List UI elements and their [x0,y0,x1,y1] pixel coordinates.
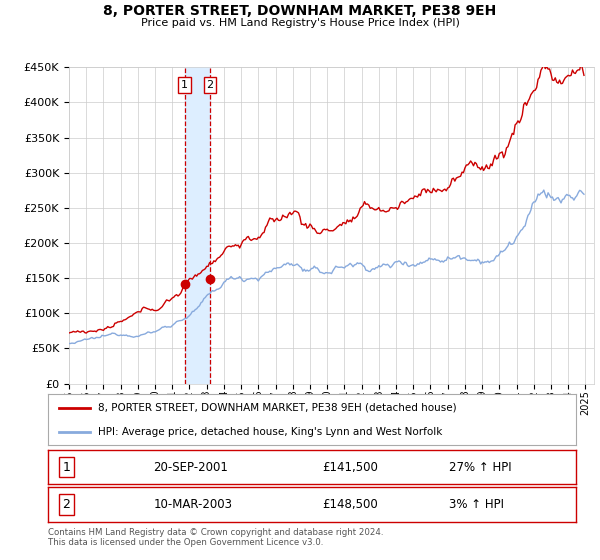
Text: Price paid vs. HM Land Registry's House Price Index (HPI): Price paid vs. HM Land Registry's House … [140,18,460,28]
Bar [185,67,210,384]
Text: 1: 1 [181,80,188,90]
Text: 1: 1 [62,460,70,474]
Text: 8, PORTER STREET, DOWNHAM MARKET, PE38 9EH: 8, PORTER STREET, DOWNHAM MARKET, PE38 9… [103,4,497,18]
Text: 3% ↑ HPI: 3% ↑ HPI [449,498,504,511]
Text: 10-MAR-2003: 10-MAR-2003 [154,498,233,511]
Text: 20-SEP-2001: 20-SEP-2001 [154,460,229,474]
Text: 2: 2 [206,80,214,90]
Text: £148,500: £148,500 [323,498,379,511]
Text: HPI: Average price, detached house, King's Lynn and West Norfolk: HPI: Average price, detached house, King… [98,427,443,437]
Text: 2: 2 [62,498,70,511]
Text: £141,500: £141,500 [323,460,379,474]
Text: 8, PORTER STREET, DOWNHAM MARKET, PE38 9EH (detached house): 8, PORTER STREET, DOWNHAM MARKET, PE38 9… [98,403,457,413]
Text: Contains HM Land Registry data © Crown copyright and database right 2024.
This d: Contains HM Land Registry data © Crown c… [48,528,383,547]
Text: 27% ↑ HPI: 27% ↑ HPI [449,460,512,474]
